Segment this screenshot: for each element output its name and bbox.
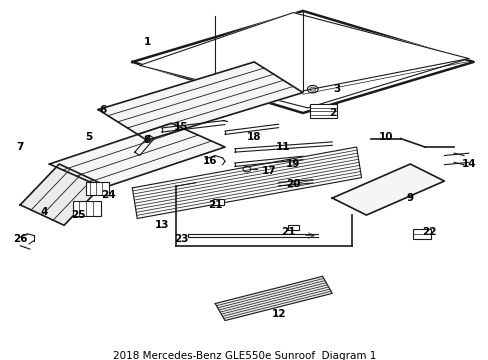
FancyBboxPatch shape [412, 229, 430, 239]
Text: 9: 9 [406, 193, 413, 203]
Text: 4: 4 [41, 207, 48, 217]
Text: 21: 21 [281, 227, 295, 237]
FancyBboxPatch shape [288, 225, 299, 230]
Text: 7: 7 [17, 142, 24, 152]
Text: 10: 10 [378, 132, 392, 142]
FancyBboxPatch shape [86, 183, 109, 195]
Polygon shape [140, 13, 468, 108]
Text: 2018 Mercedes-Benz GLE550e Sunroof  Diagram 1: 2018 Mercedes-Benz GLE550e Sunroof Diagr… [113, 351, 375, 360]
Text: 6: 6 [99, 105, 106, 114]
Text: 13: 13 [154, 220, 168, 230]
Polygon shape [132, 147, 361, 219]
Text: 17: 17 [261, 166, 276, 176]
FancyBboxPatch shape [212, 199, 223, 205]
Polygon shape [331, 164, 444, 215]
Polygon shape [49, 123, 224, 188]
Text: 23: 23 [174, 234, 188, 244]
FancyBboxPatch shape [73, 201, 101, 216]
Text: 15: 15 [174, 122, 188, 132]
Text: 20: 20 [285, 179, 300, 189]
Text: 22: 22 [422, 227, 436, 237]
Text: 2: 2 [328, 108, 335, 118]
Text: 14: 14 [461, 159, 475, 169]
Text: 8: 8 [143, 135, 150, 145]
Text: 12: 12 [271, 309, 285, 319]
Text: 3: 3 [333, 84, 340, 94]
Text: 26: 26 [13, 234, 27, 244]
Polygon shape [98, 62, 303, 140]
Polygon shape [132, 11, 473, 113]
Text: 24: 24 [101, 190, 115, 200]
Text: 21: 21 [207, 200, 222, 210]
Text: 25: 25 [71, 210, 86, 220]
Polygon shape [20, 164, 103, 225]
FancyBboxPatch shape [310, 104, 336, 118]
Text: 19: 19 [285, 159, 300, 169]
Text: 1: 1 [143, 36, 150, 46]
Text: 11: 11 [276, 142, 290, 152]
Text: 5: 5 [84, 132, 92, 142]
Text: 18: 18 [246, 132, 261, 142]
Polygon shape [215, 276, 331, 320]
Text: 16: 16 [203, 156, 217, 166]
